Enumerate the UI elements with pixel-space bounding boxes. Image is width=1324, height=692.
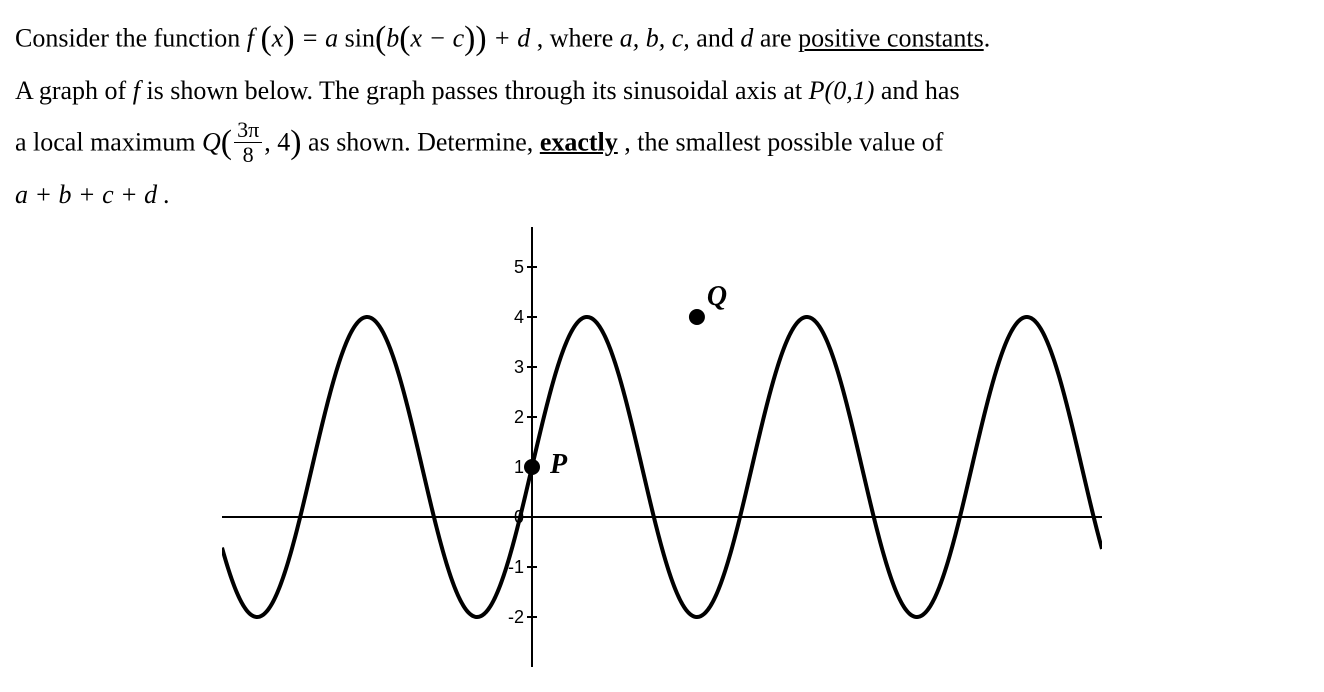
text-Q: Q <box>202 127 221 156</box>
y-tick-label: 5 <box>494 257 524 278</box>
chart-container: -2 -1 0 1 2 3 4 5 P Q <box>15 227 1309 667</box>
sine-curve <box>222 317 1102 617</box>
label-p: P <box>550 449 567 481</box>
point-q <box>689 309 705 325</box>
rparen1: ) <box>283 20 294 57</box>
text-where: , where <box>537 24 620 53</box>
text-f: f <box>133 76 140 105</box>
frac-den: 8 <box>234 143 262 167</box>
rparen2: ) <box>475 20 486 57</box>
q-y: , 4 <box>264 127 290 156</box>
y-tick-label: 3 <box>494 357 524 378</box>
text-graphof: A graph of <box>15 76 133 105</box>
text-asshown: as shown. Determine, <box>308 127 540 156</box>
frac-num: 3π <box>234 118 262 143</box>
text-d: d <box>740 24 753 53</box>
rparen3: ) <box>464 20 475 57</box>
period1: . <box>984 24 991 53</box>
line-4: a + b + c + d . <box>15 171 1309 217</box>
xmc: x − c <box>411 24 465 53</box>
text-P: P(0,1) <box>809 76 875 105</box>
q-lparen: ( <box>221 124 232 161</box>
y-tick-label: 0 <box>494 507 524 528</box>
text-posconst: positive constants <box>798 24 984 53</box>
y-tick-label: 1 <box>494 457 524 478</box>
text-abcd: a + b + c + d . <box>15 180 170 209</box>
y-tick-label: -2 <box>494 607 524 628</box>
line-3: a local maximum Q(3π8, 4) as shown. Dete… <box>15 114 1309 171</box>
text-and: and <box>696 24 740 53</box>
y-tick-label: 2 <box>494 407 524 428</box>
label-q: Q <box>707 281 727 313</box>
q-rparen: ) <box>290 124 301 161</box>
plus-d: + d <box>487 24 537 53</box>
lparen1: ( <box>261 20 272 57</box>
sinusoidal-chart: -2 -1 0 1 2 3 4 5 P Q <box>222 227 1102 667</box>
lparen2: ( <box>375 20 386 57</box>
text-exactly: exactly <box>540 127 618 156</box>
text-params: a, b, c, <box>620 24 690 53</box>
text-consider: Consider the function <box>15 24 247 53</box>
text-smallest: , the smallest possible value of <box>624 127 943 156</box>
problem-statement: Consider the function f (x) = a sin(b(x … <box>15 10 1309 217</box>
eq-sign: = a <box>295 24 345 53</box>
func-b: b <box>386 24 399 53</box>
lparen3: ( <box>399 20 410 57</box>
line-1: Consider the function f (x) = a sin(b(x … <box>15 10 1309 67</box>
y-tick-label: -1 <box>494 557 524 578</box>
sin-text: sin <box>345 24 375 53</box>
y-tick-label: 4 <box>494 307 524 328</box>
func-lhs: f <box>247 24 261 53</box>
q-fraction: 3π8 <box>234 118 262 168</box>
text-are: are <box>760 24 798 53</box>
chart-svg <box>222 227 1102 667</box>
text-localmax: a local maximum <box>15 127 202 156</box>
point-p <box>524 459 540 475</box>
text-andhas: and has <box>881 76 960 105</box>
line-2: A graph of f is shown below. The graph p… <box>15 67 1309 113</box>
text-shown: is shown below. The graph passes through… <box>146 76 808 105</box>
func-x: x <box>272 24 284 53</box>
